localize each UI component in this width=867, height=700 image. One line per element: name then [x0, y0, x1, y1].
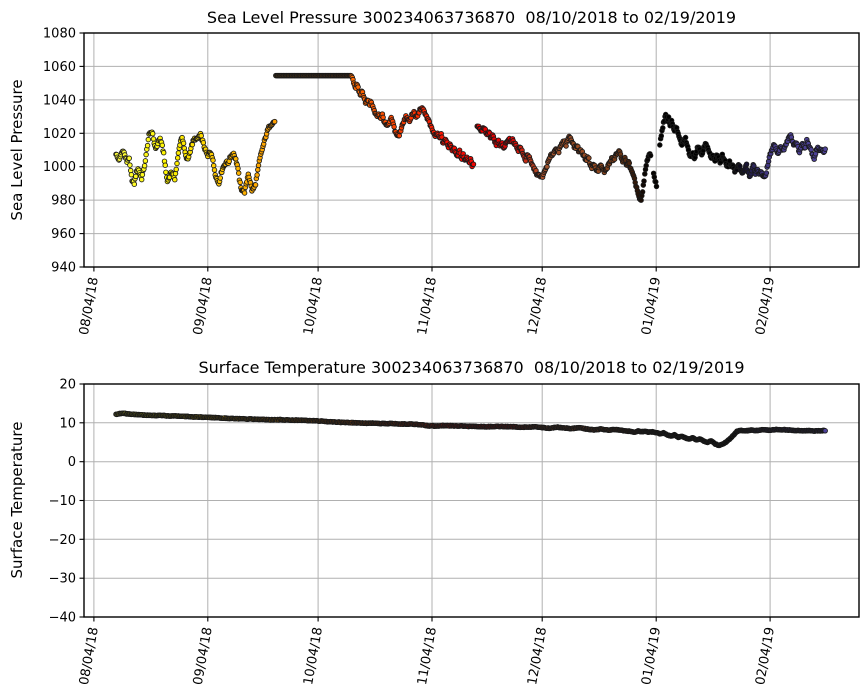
x-tick-label: 11/04/18 [415, 276, 440, 336]
y-tick-label: 960 [51, 227, 76, 242]
y-tick-label: 1040 [43, 93, 76, 108]
sea-level-pressure-axes: 08/04/18 09/04/18 10/04/18 11/04/18 12/04/18… [43, 27, 860, 336]
y-tick-label: 20 [59, 378, 76, 393]
plot-border [83, 32, 860, 268]
y-tick-label: 980 [51, 194, 76, 209]
x-tick-label: 08/04/18 [77, 276, 102, 336]
x-tick-label: 12/04/18 [525, 626, 550, 686]
temperature-y-axis-label: Surface Temperature [8, 421, 26, 579]
x-tick-label: 09/04/18 [191, 276, 216, 336]
sea-level-pressure-series [113, 72, 828, 203]
x-tick-label: 10/04/18 [301, 276, 326, 336]
x-tick-label: 09/04/18 [191, 626, 216, 686]
surface-temperature-axes: 08/04/18 09/04/18 10/04/18 11/04/18 12/04/18… [49, 378, 860, 686]
y-tick-label: 1020 [43, 127, 76, 142]
y-tick-label: 940 [51, 261, 76, 276]
temperature-chart-title: Surface Temperature 300234063736870 08/1… [198, 358, 745, 377]
y-tick-label: 1000 [43, 160, 76, 175]
x-tick-label: 01/04/19 [639, 626, 664, 686]
y-tick-label: −40 [49, 611, 76, 626]
y-tick-label: 0 [68, 455, 76, 470]
y-tick-label: 1060 [43, 60, 76, 75]
x-tick-label: 10/04/18 [301, 626, 326, 686]
x-tick-label: 01/04/19 [639, 276, 664, 336]
x-tick-label: 02/04/19 [753, 626, 778, 686]
x-tick-label: 12/04/18 [525, 276, 550, 336]
x-tick-label: 08/04/18 [77, 626, 102, 686]
x-tick-label: 11/04/18 [415, 626, 440, 686]
y-tick-label: −30 [49, 572, 76, 587]
x-tick-label: 02/04/19 [753, 276, 778, 336]
y-tick-label: −20 [49, 533, 76, 548]
y-tick-label: −10 [49, 494, 76, 509]
y-tick-label: 1080 [43, 27, 76, 42]
surface-temperature-series [113, 410, 828, 449]
pressure-chart-title: Sea Level Pressure 300234063736870 08/10… [206, 8, 737, 27]
pressure-y-axis-label: Sea Level Pressure [8, 79, 26, 221]
grid [84, 32, 859, 268]
y-tick-label: 10 [59, 416, 76, 431]
